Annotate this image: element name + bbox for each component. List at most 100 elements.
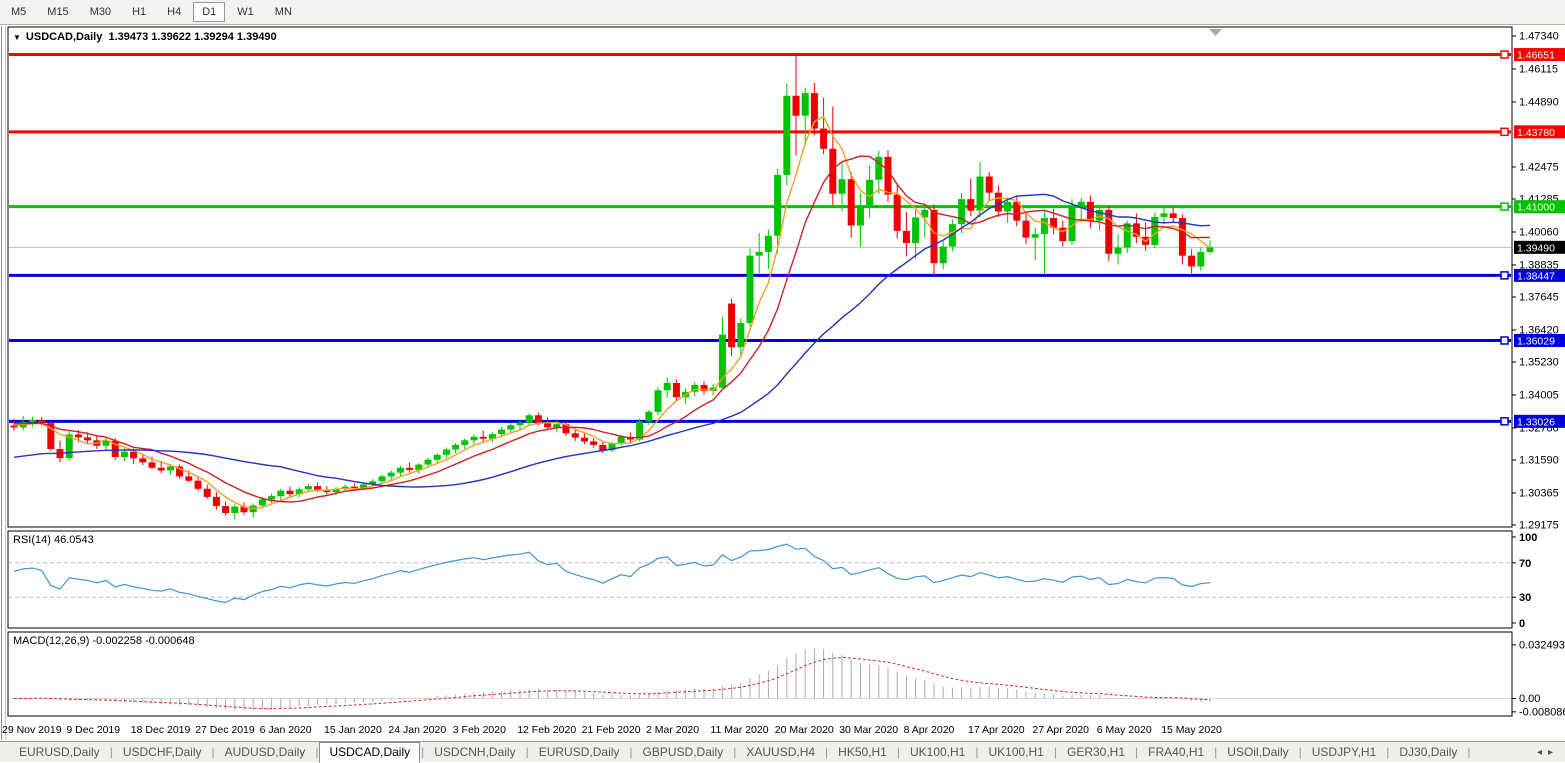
- candle: [387, 472, 395, 477]
- candle: [562, 424, 570, 434]
- candle: [360, 484, 368, 488]
- tab-uk100-h1[interactable]: UK100,H1: [988, 745, 1044, 759]
- candle: [525, 415, 533, 423]
- candle: [424, 459, 432, 465]
- tab-separator: |: [109, 745, 113, 759]
- candle: [967, 199, 975, 211]
- level-1.46651-label-box: [1514, 48, 1565, 62]
- candle: [378, 476, 386, 482]
- timeframe-button-M5[interactable]: M5: [11, 6, 27, 18]
- tab-uk100-h1[interactable]: UK100,H1: [909, 745, 966, 759]
- candle: [47, 423, 55, 449]
- macd-panel[interactable]: [7, 631, 1513, 717]
- candle: [544, 423, 552, 428]
- tab-separator: |: [315, 745, 319, 759]
- candle: [295, 489, 303, 495]
- candle: [1114, 247, 1122, 254]
- candle: [1206, 247, 1214, 252]
- date-axis-label: 20 Mar 2020: [775, 724, 834, 736]
- candle: [534, 415, 542, 424]
- level-1.38447-marker[interactable]: [1500, 271, 1509, 280]
- candle: [258, 499, 266, 506]
- candle: [718, 334, 726, 388]
- chart-dropdown-icon[interactable]: ▼: [13, 33, 21, 42]
- candle: [102, 440, 110, 446]
- tab-xauusd-h4[interactable]: XAUUSD,H4: [746, 745, 816, 759]
- tab-dj30-daily[interactable]: DJ30,Daily: [1399, 745, 1458, 759]
- candle: [829, 148, 837, 194]
- tab-scroll-left-icon[interactable]: ◂: [1536, 747, 1548, 758]
- date-axis-label: 24 Jan 2020: [388, 724, 446, 736]
- level-1.41000-marker[interactable]: [1500, 202, 1509, 211]
- level-1.33026-label-box: [1514, 414, 1565, 428]
- tab-usdchf-daily[interactable]: USDCHF,Daily: [122, 745, 202, 759]
- tab-separator: |: [1386, 745, 1390, 759]
- tab-usdjpy-h1[interactable]: USDJPY,H1: [1311, 745, 1377, 759]
- timeframe-button-D1[interactable]: D1: [193, 2, 226, 22]
- timeframe-button-M30[interactable]: M30: [89, 6, 112, 18]
- candle: [498, 429, 506, 435]
- tab-eurusd-daily[interactable]: EURUSD,Daily: [538, 745, 620, 759]
- candle: [166, 466, 174, 471]
- candle: [958, 199, 966, 225]
- macd-axis-label: 0.00: [1519, 693, 1540, 705]
- chart-quote-values: 1.39473 1.39622 1.39294 1.39490: [108, 31, 277, 43]
- chart-shift-marker[interactable]: [1209, 29, 1222, 36]
- tab-hk50-h1[interactable]: HK50,H1: [838, 745, 887, 759]
- tab-separator: |: [896, 745, 900, 759]
- level-1.43780-marker[interactable]: [1500, 127, 1509, 137]
- candle: [774, 174, 782, 236]
- tab-usdcnh-daily[interactable]: USDCNH,Daily: [434, 745, 516, 759]
- timeframe-button-MN[interactable]: MN: [274, 6, 292, 18]
- level-1.43780-label-box: [1514, 125, 1565, 139]
- symbol-tabbar: EURUSD,Daily | USDCHF,Daily | AUDUSD,Daily | U…: [0, 741, 1565, 763]
- timeframe-button-M15[interactable]: M15: [47, 6, 69, 18]
- candle: [838, 179, 846, 194]
- candle: [1160, 213, 1168, 217]
- level-1.46651-marker[interactable]: [1500, 50, 1509, 59]
- rsi-panel[interactable]: [7, 530, 1513, 629]
- candle: [792, 95, 800, 116]
- candle: [912, 217, 920, 244]
- candle: [203, 488, 211, 497]
- level-1.36029-marker[interactable]: [1500, 336, 1509, 345]
- timeframe-button-H1[interactable]: H1: [132, 6, 147, 18]
- candle: [728, 303, 736, 348]
- candle: [516, 422, 524, 426]
- timeframe-button-H4[interactable]: H4: [167, 6, 182, 18]
- candle: [856, 205, 864, 226]
- candles-series: [10, 54, 1214, 520]
- level-1.38447-label: 1.38447: [1517, 270, 1555, 282]
- level-1.33026-marker[interactable]: [1500, 417, 1509, 426]
- date-axis-label: 12 Feb 2020: [517, 724, 576, 736]
- level-1.38447-label-box: [1514, 268, 1565, 282]
- candle: [948, 224, 956, 247]
- tab-usdcad-daily[interactable]: USDCAD,Daily: [319, 742, 421, 763]
- timeframe-button-W1[interactable]: W1: [237, 6, 254, 18]
- tab-ger30-h1[interactable]: GER30,H1: [1066, 745, 1126, 759]
- tab-separator: |: [1214, 745, 1218, 759]
- fast-ma-line: [13, 115, 1211, 510]
- price-axis-tick-label: 1.34005: [1519, 389, 1559, 401]
- date-axis-label: 30 Mar 2020: [839, 724, 898, 736]
- tab-audusd-daily[interactable]: AUDUSD,Daily: [224, 745, 306, 759]
- tab-fra40-h1[interactable]: FRA40,H1: [1148, 745, 1205, 759]
- tab-scroll-right-icon[interactable]: ▸: [1547, 747, 1559, 758]
- main-chart-panel[interactable]: [7, 26, 1513, 528]
- level-1.36029-label-box: [1514, 333, 1565, 347]
- price-axis-tick-label: 1.44890: [1519, 96, 1559, 108]
- date-axis-label: 6 May 2020: [1097, 724, 1152, 736]
- main-chart-content: [9, 53, 1511, 520]
- candle: [185, 476, 193, 481]
- macd-signal-line: [13, 656, 1211, 710]
- date-axis-label: 17 Apr 2020: [968, 724, 1025, 736]
- candle: [10, 425, 18, 428]
- candle: [406, 467, 414, 470]
- candle: [341, 486, 349, 489]
- tab-gbpusd-daily[interactable]: GBPUSD,Daily: [642, 745, 724, 759]
- tab-eurusd-daily[interactable]: EURUSD,Daily: [19, 745, 100, 759]
- macd-indicator-name: MACD(12,26,9): [13, 635, 90, 647]
- candle: [810, 93, 818, 129]
- tab-usoil-daily[interactable]: USOil,Daily: [1227, 745, 1289, 759]
